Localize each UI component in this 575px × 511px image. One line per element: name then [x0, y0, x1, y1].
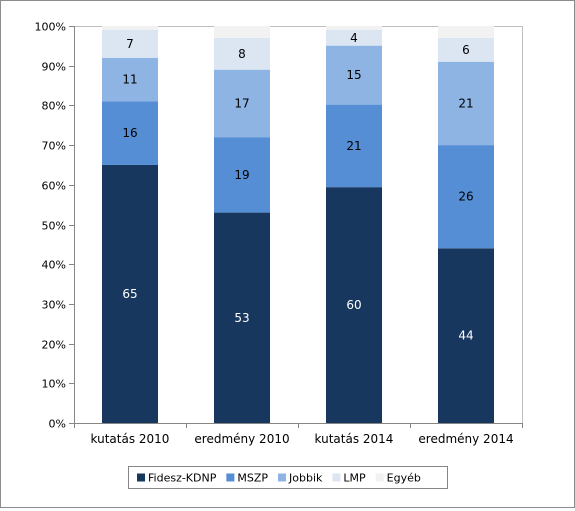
x-tick-label: eredmény 2014 [418, 432, 513, 446]
data-label: 19 [234, 168, 249, 182]
bar-segment [214, 212, 270, 423]
legend-swatch [375, 473, 384, 482]
data-label: 21 [346, 139, 361, 153]
legend-item-label: Fidesz-KDNP [148, 472, 217, 485]
y-tick-label: 80% [42, 100, 66, 113]
data-label: 11 [122, 73, 137, 87]
y-axis: 0% 10% 20% 30% 40% 50% 60% 70% 80% 90% 100% [35, 21, 75, 431]
x-tick-label: kutatás 2010 [91, 432, 170, 446]
bar-segment [214, 69, 270, 138]
bar-segment [438, 248, 494, 423]
data-label: 53 [234, 311, 249, 325]
legend-swatch [137, 473, 145, 482]
legend-item-label: Jobbik [288, 472, 323, 485]
bar-segment [214, 137, 270, 213]
legend-item-label: LMP [343, 472, 366, 485]
y-tick-label: 20% [42, 339, 66, 352]
bar-segment [438, 61, 494, 146]
data-label: 44 [458, 329, 473, 343]
y-tick-label: 70% [42, 140, 66, 153]
y-tick-label: 0% [49, 418, 66, 431]
legend-item-label: MSZP [237, 472, 268, 485]
legend-swatch [226, 473, 235, 482]
bar-segment [102, 164, 158, 423]
data-label: 26 [458, 190, 473, 204]
x-tick-label: eredmény 2010 [194, 432, 289, 446]
bar-segment [438, 37, 494, 62]
bar-segment [214, 26, 270, 38]
legend-swatch [332, 473, 341, 482]
bar-segment [326, 187, 382, 423]
x-axis: kutatás 2010 eredmény 2010 kutatás 2014 ere… [74, 423, 523, 446]
y-tick-label: 40% [42, 259, 66, 272]
y-tick-label: 30% [42, 299, 66, 312]
data-label: 65 [122, 287, 137, 301]
bar-segment [326, 104, 382, 188]
data-label: 60 [346, 298, 361, 312]
data-label: 7 [126, 37, 134, 51]
bar-segment [326, 45, 382, 105]
data-label: 16 [122, 126, 137, 140]
data-label: 21 [458, 96, 473, 110]
data-label: 4 [350, 31, 358, 45]
y-tick-label: 60% [42, 180, 66, 193]
y-tick-label: 10% [42, 378, 66, 391]
bar-segment [102, 101, 158, 165]
bar-segment [102, 26, 158, 30]
data-label: 8 [238, 47, 246, 61]
bar-segment [438, 145, 494, 249]
bar-segment [438, 26, 494, 38]
bar-segment [326, 29, 382, 46]
bar-segment [326, 26, 382, 30]
y-tick-label: 100% [35, 21, 66, 34]
bar-segment [102, 29, 158, 58]
data-label: 15 [346, 68, 361, 82]
legend: Fidesz-KDNP MSZP Jobbik LMP Egyéb [128, 466, 448, 489]
y-tick-label: 50% [42, 220, 66, 233]
y-tick-label: 90% [42, 61, 66, 74]
data-label: 17 [234, 96, 249, 110]
legend-item-label: Egyéb [387, 472, 421, 485]
data-label: 6 [462, 43, 470, 57]
bar-segment [214, 37, 270, 70]
bar-segment [102, 57, 158, 102]
x-tick-label: kutatás 2014 [315, 432, 394, 446]
legend-box [128, 466, 448, 489]
legend-swatch [278, 473, 287, 482]
